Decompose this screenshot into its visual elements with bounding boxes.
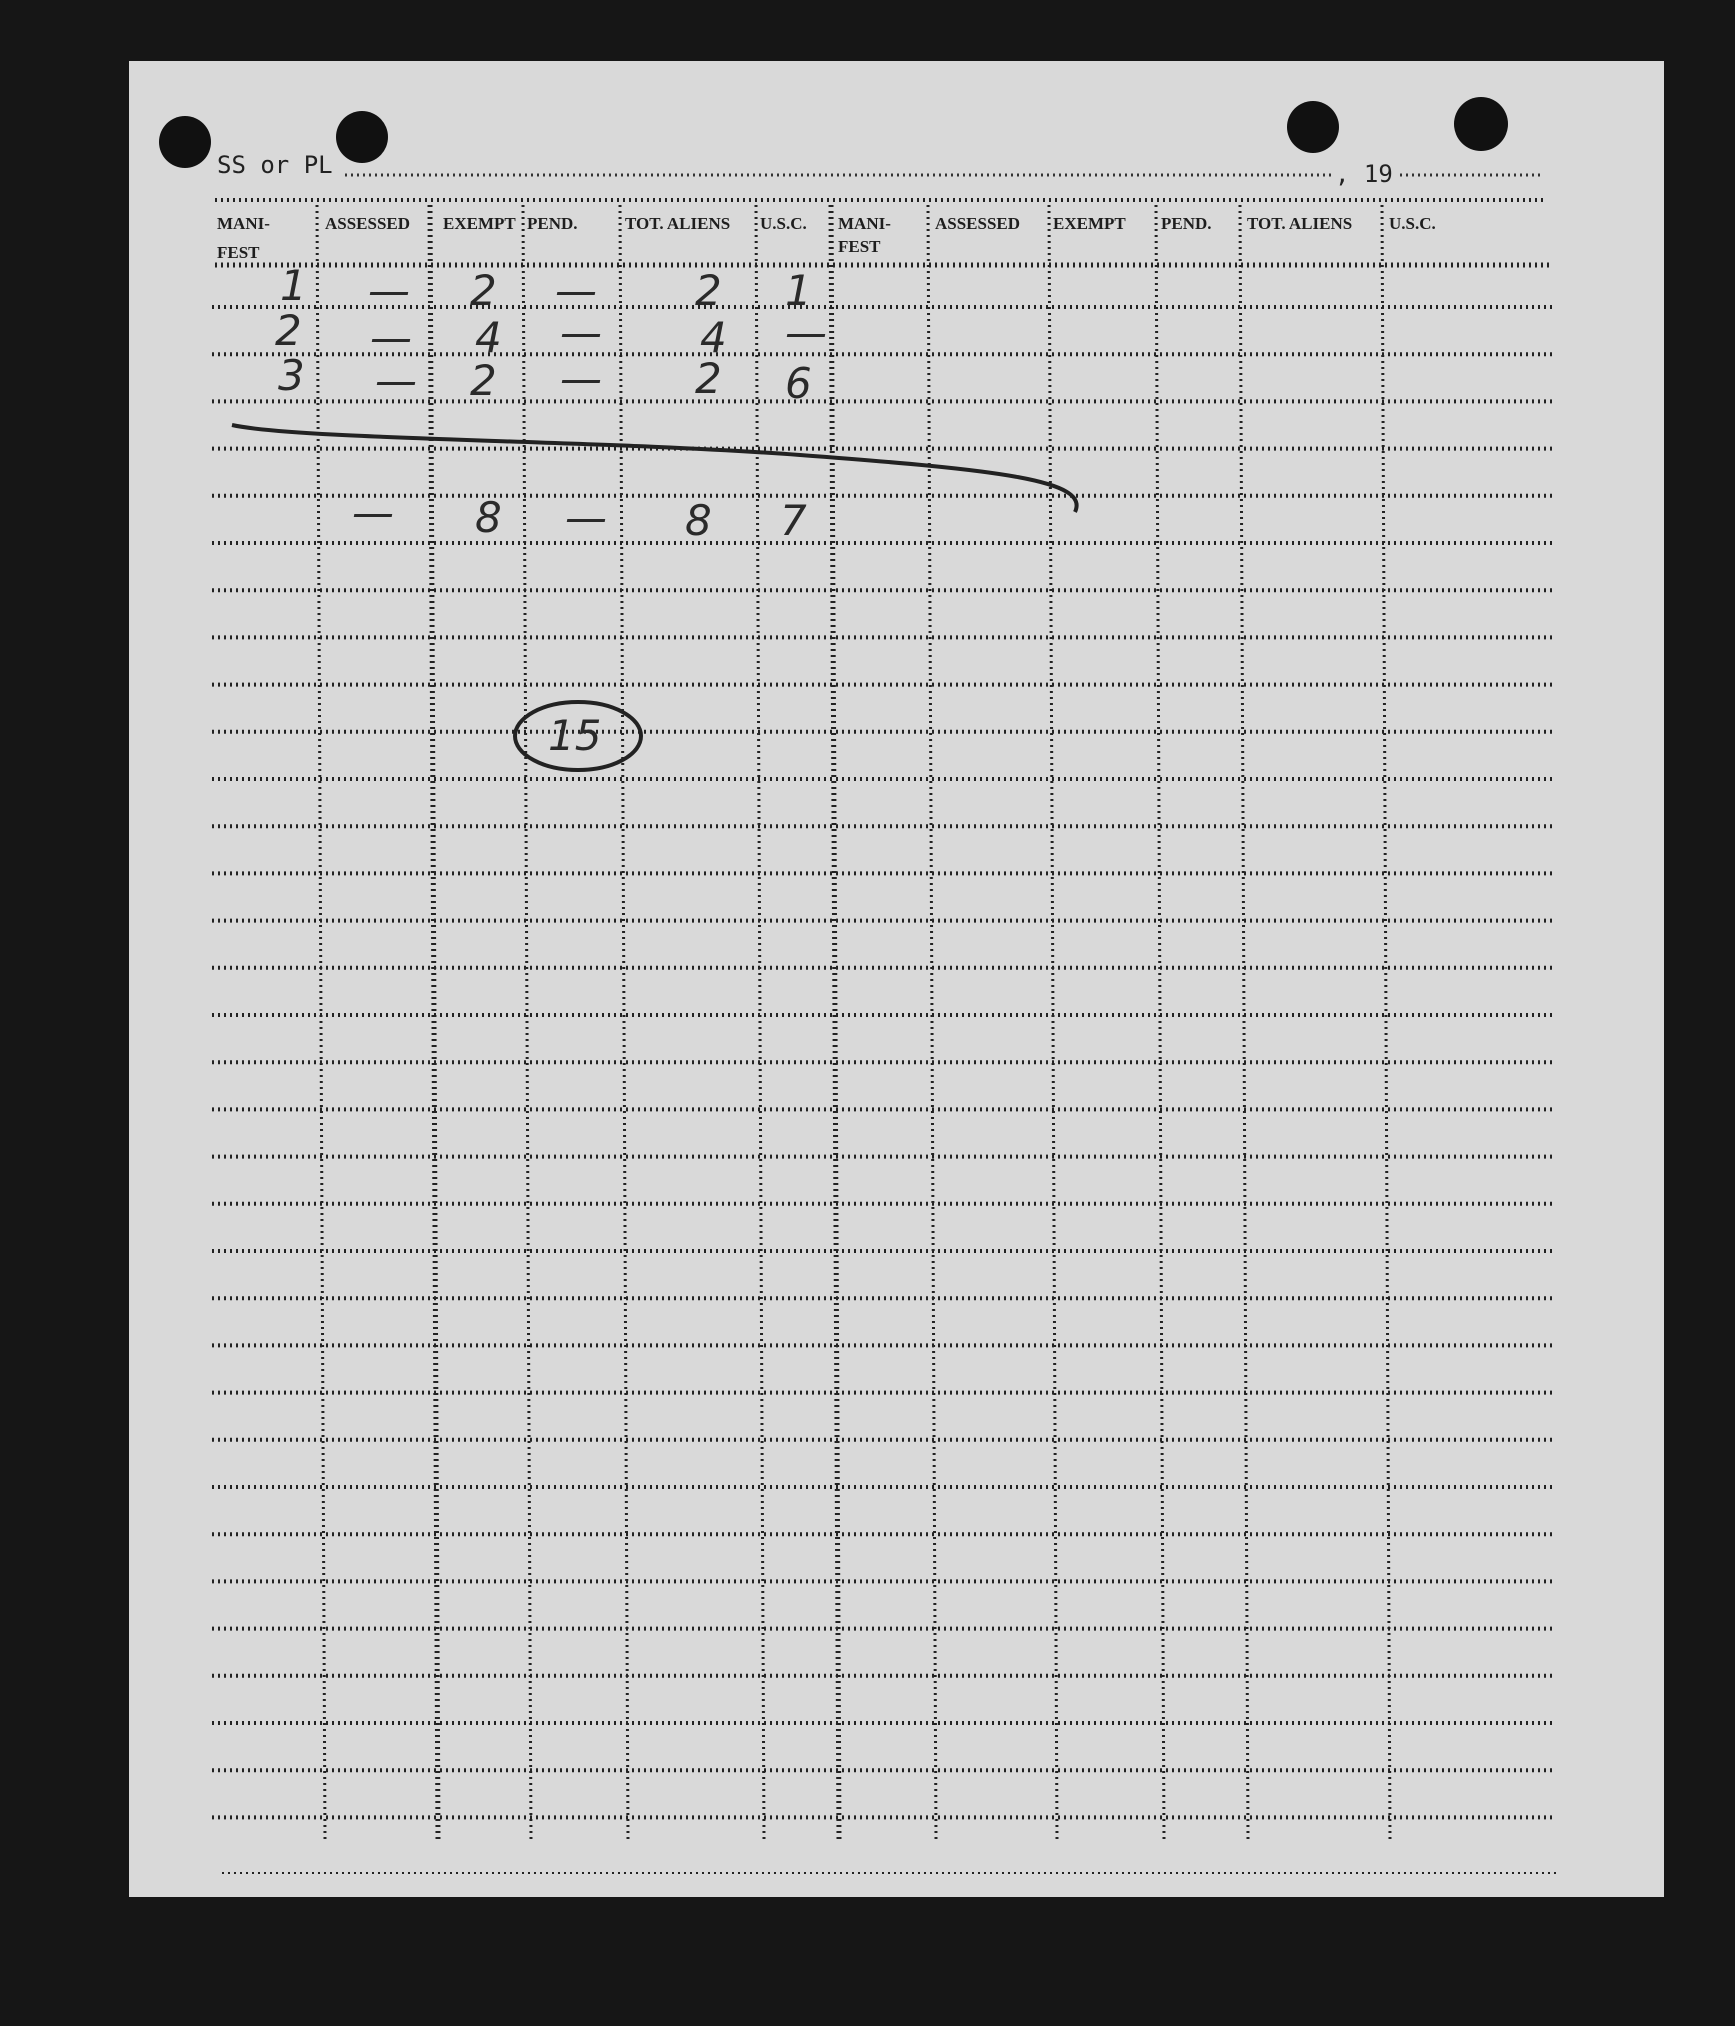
header-exempt: EXEMPT xyxy=(443,214,516,233)
header-tot-aliens: TOT. ALIENS xyxy=(625,214,730,233)
assessed-cell: — xyxy=(370,313,412,362)
total-usc: 7 xyxy=(780,496,807,545)
header-usc: U.S.C. xyxy=(760,214,807,233)
exempt-cell: 2 xyxy=(470,356,497,405)
total-pend: — xyxy=(565,493,607,542)
ruled-grid xyxy=(212,198,1560,1874)
punch-hole xyxy=(336,111,388,163)
exempt-cell: 4 xyxy=(475,313,502,362)
manifest-cell: 3 xyxy=(278,351,305,400)
ss-or-pl-label: SS or PL xyxy=(217,151,333,179)
tot-aliens-cell: 2 xyxy=(695,266,722,315)
circle-mark xyxy=(513,700,643,772)
total-underline-stroke xyxy=(231,423,1079,513)
header-pend: PEND. xyxy=(527,214,578,233)
manifest-cell: 1 xyxy=(280,261,307,310)
pend-cell: — xyxy=(555,266,597,315)
header-manifest-right-2: FEST xyxy=(838,237,881,256)
total-assessed: — xyxy=(352,488,394,537)
total-exempt: 8 xyxy=(475,493,502,542)
column-rule xyxy=(926,204,938,1841)
exempt-cell: 2 xyxy=(470,266,497,315)
header-exempt-right: EXEMPT xyxy=(1053,214,1126,233)
circled-number: 15 xyxy=(548,711,601,760)
column-headers: MANI- FEST ASSESSED EXEMPT PEND. TOT. AL… xyxy=(217,214,1436,262)
column-rule xyxy=(618,204,630,1841)
assessed-cell: — xyxy=(368,266,410,315)
year-label: , 19 xyxy=(1335,160,1393,188)
table-row: 2 — 4 — 4 — xyxy=(275,306,827,362)
header-usc-right: U.S.C. xyxy=(1389,214,1436,233)
tot-aliens-cell: 2 xyxy=(695,354,722,403)
punch-hole xyxy=(159,116,211,168)
handwritten-entries: 1 — 2 — 2 1 2 — 4 — 4 — 3 — 2 — 2 6 — 8 … xyxy=(231,261,1079,772)
header-assessed-right: ASSESSED xyxy=(935,214,1020,233)
punch-hole xyxy=(1454,97,1508,151)
manifest-cell: 2 xyxy=(275,306,302,355)
punch-hole xyxy=(1287,101,1339,153)
usc-cell: 6 xyxy=(785,359,812,408)
header-manifest: MANI- xyxy=(217,214,270,233)
column-rule xyxy=(1047,204,1059,1841)
header-assessed: ASSESSED xyxy=(325,214,410,233)
column-rule xyxy=(754,204,766,1841)
pend-cell: — xyxy=(560,308,602,357)
column-rule xyxy=(521,204,533,1841)
punch-holes xyxy=(159,97,1508,168)
tot-aliens-cell: 4 xyxy=(700,313,727,362)
column-rule xyxy=(1380,204,1392,1841)
header-manifest-2: FEST xyxy=(217,243,260,262)
totals-row: — 8 — 8 7 xyxy=(352,488,807,545)
header-manifest-right: MANI- xyxy=(838,214,891,233)
assessed-cell: — xyxy=(375,356,417,405)
column-rule xyxy=(1154,204,1166,1841)
header-tot-aliens-right: TOT. ALIENS xyxy=(1247,214,1352,233)
column-rule xyxy=(828,204,842,1841)
total-tot-aliens: 8 xyxy=(685,496,712,545)
usc-cell: — xyxy=(785,308,827,357)
column-rule xyxy=(315,204,327,1841)
table-row: 3 — 2 — 2 6 xyxy=(278,351,812,408)
paper-sheet xyxy=(129,61,1664,1897)
table-row: 1 — 2 — 2 1 xyxy=(280,261,812,315)
usc-cell: 1 xyxy=(785,266,812,315)
column-rule xyxy=(1238,204,1250,1841)
pend-cell: — xyxy=(560,354,602,403)
column-rule xyxy=(427,204,441,1841)
header-pend-right: PEND. xyxy=(1161,214,1212,233)
